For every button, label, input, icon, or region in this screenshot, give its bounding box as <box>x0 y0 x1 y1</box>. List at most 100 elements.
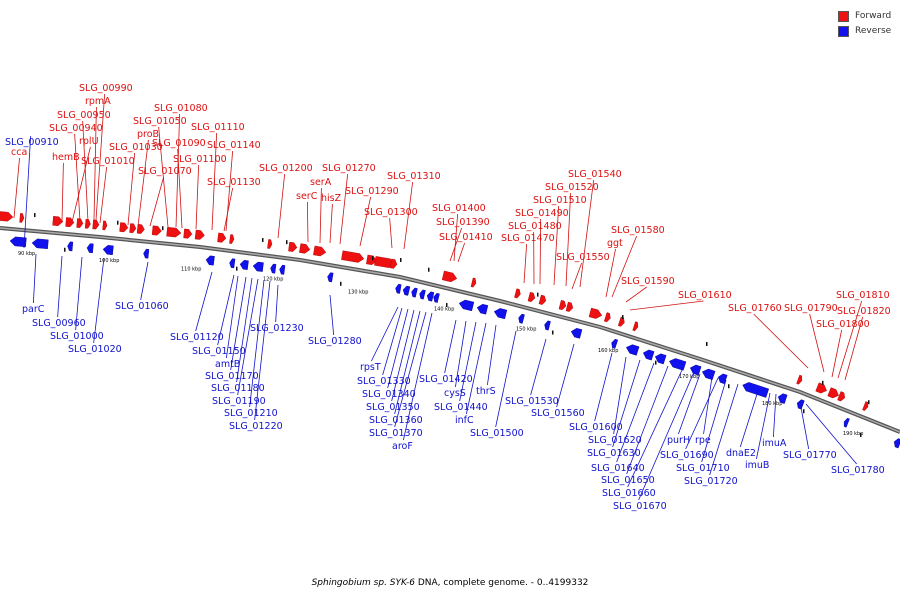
forward-gene[interactable] <box>92 219 100 230</box>
reverse-gene-label[interactable]: SLG_01780 <box>831 465 885 476</box>
reverse-gene-label[interactable]: SLG_01230 <box>250 323 304 334</box>
reverse-gene-label[interactable]: SLG_01340 <box>362 389 416 400</box>
reverse-gene-label[interactable]: SLG_01440 <box>434 402 488 413</box>
forward-gene-label[interactable]: SLG_01300 <box>364 207 418 218</box>
reverse-gene[interactable] <box>9 236 27 248</box>
forward-gene-label[interactable]: hisZ <box>321 193 342 204</box>
forward-gene-label[interactable]: SLG_01390 <box>436 217 490 228</box>
forward-gene-label[interactable]: SLG_01400 <box>432 203 486 214</box>
forward-gene-label[interactable]: serC <box>296 191 318 202</box>
forward-gene[interactable] <box>470 277 477 288</box>
forward-gene[interactable] <box>217 232 227 243</box>
forward-gene-label[interactable]: SLG_00940 <box>49 123 103 134</box>
reverse-gene-label[interactable]: SLG_01360 <box>369 415 423 426</box>
reverse-gene[interactable] <box>476 303 489 315</box>
forward-gene[interactable] <box>267 239 273 249</box>
forward-gene[interactable] <box>0 211 14 222</box>
reverse-gene[interactable] <box>252 261 264 272</box>
forward-gene[interactable] <box>441 270 458 283</box>
reverse-gene[interactable] <box>426 291 435 302</box>
forward-gene-label[interactable]: SLG_01590 <box>621 276 675 287</box>
forward-gene-label[interactable]: SLG_01610 <box>678 290 732 301</box>
reverse-gene-label[interactable]: SLG_01500 <box>470 428 524 439</box>
forward-gene-label[interactable]: SLG_01760 <box>728 303 782 314</box>
forward-gene-label[interactable]: SLG_00990 <box>79 83 133 94</box>
forward-gene-label[interactable]: SLG_01800 <box>816 319 870 330</box>
reverse-gene-label[interactable]: SLG_01350 <box>366 402 420 413</box>
forward-gene[interactable] <box>837 391 847 403</box>
reverse-gene-label[interactable]: SLG_01660 <box>602 488 656 499</box>
forward-gene-label[interactable]: SLG_01310 <box>387 171 441 182</box>
forward-gene[interactable] <box>151 225 162 236</box>
forward-gene[interactable] <box>166 227 182 238</box>
reverse-gene[interactable] <box>717 373 728 385</box>
reverse-gene-label[interactable]: SLG_01060 <box>115 301 169 312</box>
reverse-gene[interactable] <box>411 287 418 298</box>
forward-gene-label[interactable]: SLG_01810 <box>836 290 890 301</box>
reverse-gene[interactable] <box>493 307 508 320</box>
forward-gene-label[interactable]: SLG_01580 <box>611 225 665 236</box>
forward-gene-label[interactable]: SLG_01410 <box>439 232 493 243</box>
forward-gene[interactable] <box>565 301 574 312</box>
forward-gene-label[interactable]: serA <box>310 177 332 188</box>
forward-gene[interactable] <box>119 222 129 233</box>
forward-gene[interactable] <box>827 387 841 400</box>
reverse-gene[interactable] <box>610 338 619 349</box>
forward-gene[interactable] <box>52 216 64 226</box>
forward-gene-label[interactable]: SLG_00950 <box>57 110 111 121</box>
reverse-gene[interactable] <box>229 258 236 269</box>
reverse-gene-label[interactable]: SLG_01720 <box>684 476 738 487</box>
reverse-gene[interactable] <box>395 283 402 294</box>
reverse-gene[interactable] <box>327 272 334 283</box>
reverse-gene[interactable] <box>741 381 770 398</box>
forward-gene-label[interactable]: SLG_01070 <box>138 166 192 177</box>
reverse-gene-label[interactable]: parC <box>22 304 45 315</box>
forward-gene-label[interactable]: SLG_01540 <box>568 169 622 180</box>
forward-gene-label[interactable]: SLG_01050 <box>133 116 187 127</box>
reverse-gene[interactable] <box>458 299 475 312</box>
reverse-gene-label[interactable]: SLG_01210 <box>224 408 278 419</box>
forward-gene-label[interactable]: SLG_01550 <box>556 252 610 263</box>
forward-gene[interactable] <box>588 307 603 320</box>
forward-gene-label[interactable]: SLG_01130 <box>207 177 261 188</box>
reverse-gene[interactable] <box>701 367 716 381</box>
reverse-gene[interactable] <box>86 243 94 254</box>
forward-gene-label[interactable]: SLG_01510 <box>533 195 587 206</box>
reverse-gene[interactable] <box>689 364 702 376</box>
reverse-gene[interactable] <box>777 393 788 404</box>
forward-gene[interactable] <box>288 241 298 252</box>
forward-gene-label[interactable]: SLG_01480 <box>508 221 562 232</box>
reverse-gene-label[interactable]: thrS <box>476 386 496 397</box>
forward-gene-label[interactable]: SLG_01090 <box>152 138 206 149</box>
reverse-gene-label[interactable]: SLG_01020 <box>68 344 122 355</box>
reverse-gene-label[interactable]: imuA <box>762 438 787 449</box>
reverse-gene[interactable] <box>239 259 249 270</box>
reverse-gene-label[interactable]: infC <box>455 415 474 426</box>
reverse-gene-label[interactable]: cysS <box>444 388 466 399</box>
reverse-gene-label[interactable]: SLG_01280 <box>308 336 362 347</box>
forward-gene-label[interactable]: SLG_01820 <box>837 306 891 317</box>
reverse-gene[interactable] <box>893 438 900 449</box>
reverse-gene[interactable] <box>31 238 49 250</box>
reverse-gene-label[interactable]: rpsT <box>360 362 381 373</box>
forward-gene-label[interactable]: SLG_01010 <box>81 156 135 167</box>
forward-gene-label[interactable]: SLG_01790 <box>784 303 838 314</box>
reverse-gene-label[interactable]: dnaE2 <box>726 448 756 459</box>
reverse-gene-label[interactable]: SLG_01420 <box>419 374 473 385</box>
forward-gene-label[interactable]: rplU <box>79 136 99 147</box>
reverse-gene-label[interactable]: SLG_01710 <box>676 463 730 474</box>
reverse-gene[interactable] <box>668 357 687 371</box>
forward-gene[interactable] <box>194 229 205 240</box>
forward-gene[interactable] <box>313 245 327 257</box>
forward-gene-label[interactable]: SLG_01520 <box>545 182 599 193</box>
forward-gene[interactable] <box>558 300 567 311</box>
reverse-gene[interactable] <box>205 255 215 266</box>
forward-gene-label[interactable]: cca <box>11 147 27 158</box>
reverse-gene-label[interactable]: SLG_01000 <box>50 331 104 342</box>
reverse-gene-label[interactable]: SLG_01690 <box>660 450 714 461</box>
reverse-gene-label[interactable]: amtB <box>215 359 240 370</box>
forward-gene-label[interactable]: hemB <box>52 152 80 163</box>
forward-gene-label[interactable]: rpmA <box>85 96 111 107</box>
reverse-gene[interactable] <box>102 245 114 255</box>
reverse-gene[interactable] <box>433 292 440 303</box>
